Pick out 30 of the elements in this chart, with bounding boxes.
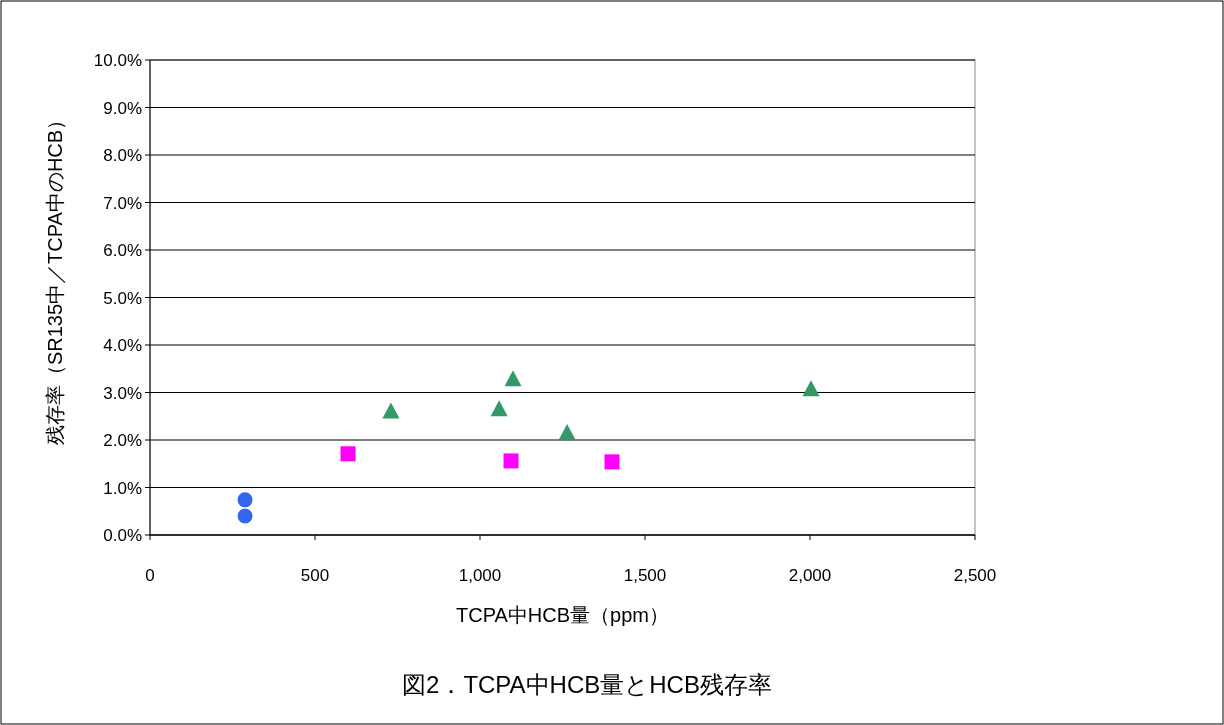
x-tick-label: 2,000 (788, 566, 832, 585)
y-tick-label: 5.0% (103, 288, 142, 308)
point (802, 380, 820, 397)
x-tick-label: 500 (300, 566, 330, 585)
point (237, 508, 253, 524)
point (340, 446, 356, 462)
point (558, 423, 576, 440)
y-tick-label: 10.0% (93, 51, 142, 70)
x-axis-title: TCPA中HCB量（ppm） (456, 604, 669, 626)
point (382, 402, 400, 419)
point (504, 370, 522, 387)
y-tick-label: 8.0% (103, 146, 142, 165)
y-tick-label: 4.0% (103, 336, 142, 355)
y-tick-label: 9.0% (103, 98, 142, 118)
y-tick-label: 3.0% (103, 383, 142, 403)
point (237, 492, 253, 508)
y-tick-label: 0.0% (103, 526, 142, 545)
x-tick-label: 1,500 (623, 566, 667, 585)
y-tick-label: 7.0% (103, 193, 142, 213)
x-tick-label: 1,000 (458, 566, 502, 585)
x-tick-label: 0 (145, 566, 155, 585)
point (604, 454, 620, 470)
y-tick-label: 1.0% (103, 478, 142, 498)
point (503, 453, 519, 469)
y-axis-title: 残存率（SR135中／TCPA中のHCB） (44, 109, 66, 446)
text: 図2．TCPA中HCB量とHCB残存率 (402, 671, 772, 698)
x-tick-label: 2,500 (953, 566, 997, 585)
y-tick-label: 6.0% (103, 241, 142, 260)
y-tick-label: 2.0% (103, 431, 142, 450)
point (490, 400, 508, 417)
